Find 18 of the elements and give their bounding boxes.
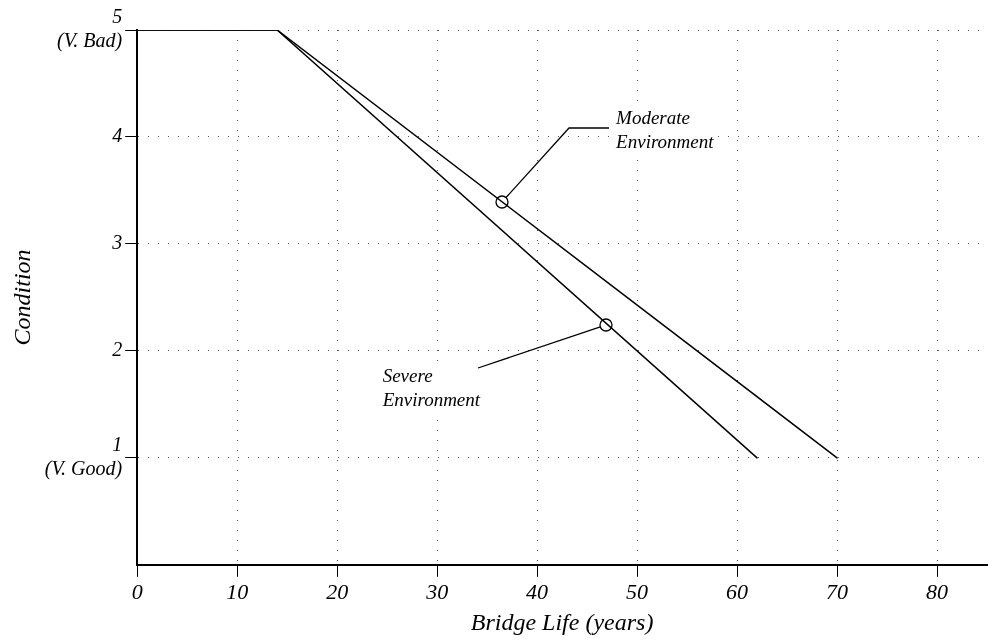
- y-tick-label: 3: [111, 231, 123, 254]
- x-tick-label: 20: [326, 578, 349, 604]
- y-axis-title: Condition: [8, 249, 35, 346]
- x-tick-label: 0: [131, 578, 143, 604]
- y-tick-label: 2: [112, 338, 123, 361]
- x-tick-label: 50: [626, 578, 649, 604]
- y-tick-label: 5 (V. Bad): [57, 5, 123, 53]
- x-tick-label: 80: [926, 578, 949, 604]
- annotation: Moderate Environment: [614, 106, 716, 155]
- x-axis-title: Bridge Life (years): [470, 608, 654, 635]
- y-tick-label: 4: [112, 124, 123, 147]
- x-tick-label: 30: [425, 578, 449, 604]
- x-tick-label: 70: [826, 578, 849, 604]
- y-tick-label: 1 (V. Good): [44, 433, 123, 481]
- annotation: Severe Environment: [380, 364, 483, 413]
- x-tick-label: 40: [526, 578, 549, 604]
- x-tick-label: 10: [226, 578, 249, 604]
- x-tick-label: 60: [726, 578, 749, 604]
